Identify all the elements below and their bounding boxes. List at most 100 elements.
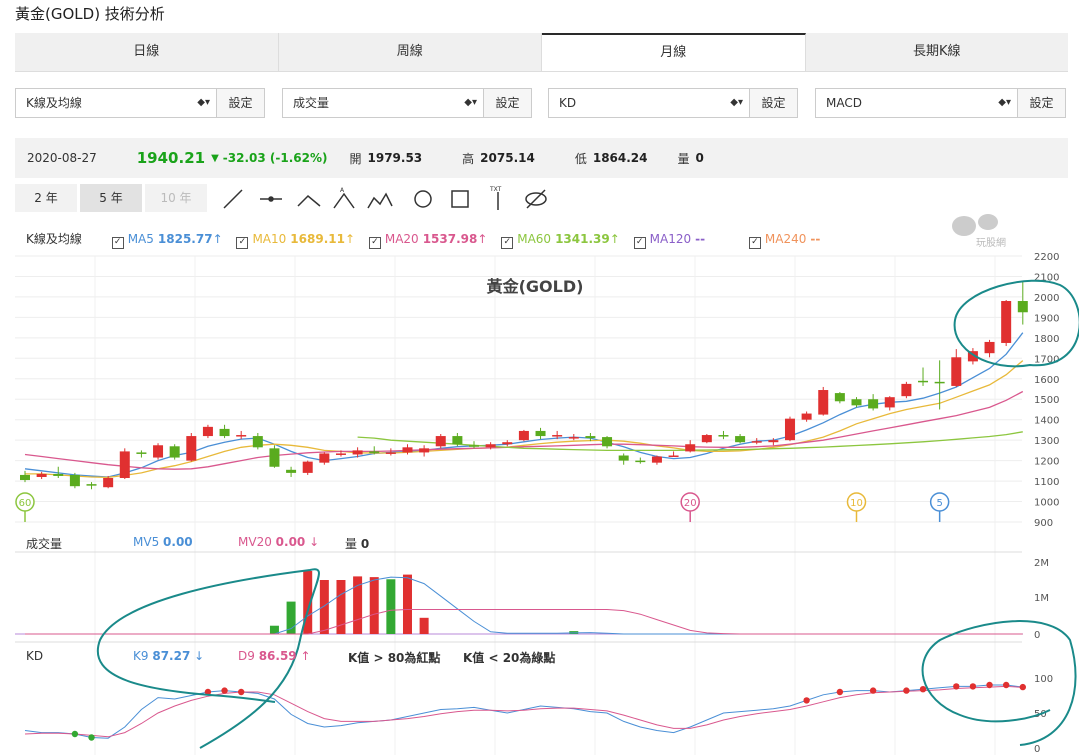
candle-body	[967, 351, 978, 362]
ma10-label: MA10	[252, 232, 287, 246]
hide-icon[interactable]	[525, 189, 547, 209]
candle-body	[651, 456, 662, 463]
indicator-selectors: K線及均線 ◆▾ 設定 成交量 ◆▾ 設定 KD ◆▾ 設定 MACD ◆▾ 設定	[15, 88, 1068, 120]
price-tick-label: 1400	[1034, 416, 1059, 427]
ma60-label: MA60	[517, 232, 552, 246]
price-tick-label: 2200	[1034, 252, 1059, 263]
select-arrow-icon: ◆▾	[464, 97, 477, 108]
kd-tick-label: 100	[1034, 674, 1053, 685]
ma10-checkbox[interactable]: ✓	[236, 237, 249, 249]
kd-red-dot	[803, 697, 810, 704]
line-tool-icon[interactable]	[223, 189, 243, 209]
text-icon[interactable]: TXT	[489, 186, 502, 210]
ma-marker-label: 10	[850, 498, 863, 509]
rectangle-icon[interactable]	[451, 190, 469, 208]
tab-monthly[interactable]: 月線	[542, 33, 806, 71]
tab-daily[interactable]: 日線	[15, 33, 279, 71]
candle-body	[768, 440, 779, 443]
volume-select-value: 成交量	[293, 96, 330, 110]
ma-marker-label: 5	[936, 498, 942, 509]
macd-select[interactable]: MACD ◆▾	[815, 88, 1018, 118]
candle-body	[585, 436, 596, 439]
candle-body	[352, 450, 363, 455]
mv20-arrow: ↓	[309, 535, 320, 549]
kd-green-dot	[71, 730, 79, 738]
annotation-circle-price	[953, 279, 1079, 368]
ma5-checkbox[interactable]: ✓	[111, 237, 124, 249]
macd-settings-button[interactable]: 設定	[1018, 88, 1066, 118]
watermark-text: 玩股網	[976, 238, 1006, 249]
range-10y-button[interactable]: 10 年	[145, 184, 207, 212]
candle-body	[701, 435, 712, 443]
volume-tick-label: 0	[1034, 630, 1040, 641]
candle-body	[751, 441, 762, 443]
candle-body	[934, 381, 945, 384]
timeframe-tabs: 日線 周線 月線 長期K線	[15, 33, 1068, 72]
volume-tick-label: 1M	[1034, 593, 1049, 604]
angle-icon[interactable]	[297, 194, 321, 207]
candle-body	[834, 393, 845, 402]
candle-body	[202, 426, 213, 437]
open-value: 1979.53	[367, 151, 423, 165]
ma120-value: --	[695, 232, 706, 246]
candle-body	[269, 448, 280, 467]
volume-tick-label: 2M	[1034, 558, 1049, 569]
candle-body	[452, 436, 463, 445]
volume-legend-value: 0	[360, 537, 370, 551]
tab-long-term[interactable]: 長期K線	[912, 44, 961, 59]
select-arrow-icon: ◆▾	[197, 97, 210, 108]
ma240-value: --	[810, 232, 821, 246]
circle-icon[interactable]	[414, 190, 432, 208]
ma120-checkbox[interactable]: ✓	[633, 237, 646, 249]
range-2y-button[interactable]: 2 年	[15, 184, 77, 212]
volume-bar	[286, 601, 296, 634]
wave-pattern-icon[interactable]	[367, 192, 393, 209]
candle-body	[518, 430, 529, 441]
abc-pattern-icon[interactable]: A	[333, 187, 355, 209]
ma60-checkbox[interactable]: ✓	[501, 237, 514, 249]
selector-group-kd: KD ◆▾ 設定	[548, 88, 798, 118]
mv5-legend: MV5 0.00	[133, 535, 193, 549]
horizontal-line-icon[interactable]	[260, 196, 282, 202]
kd-red-dot	[237, 688, 245, 696]
kd-red-dot	[919, 686, 927, 693]
main-settings-button[interactable]: 設定	[217, 88, 265, 118]
candle-body	[535, 430, 546, 437]
candle-body	[735, 436, 746, 443]
kd-settings-button[interactable]: 設定	[750, 88, 798, 118]
kd-select[interactable]: KD ◆▾	[548, 88, 750, 118]
price-axis: 2200 2100 2000 1900 1800 1700 1600 1500 1400 1300…	[1034, 252, 1059, 529]
svg-text:TXT: TXT	[489, 186, 502, 193]
candle-body	[236, 435, 247, 437]
volume-bar	[419, 617, 429, 634]
volume-bar	[336, 580, 346, 634]
volume-title: 成交量	[26, 537, 63, 551]
candle-body	[552, 435, 563, 437]
range-5y-button[interactable]: 5 年	[80, 184, 142, 212]
candle-body	[103, 478, 114, 488]
ma-legend: K線及均線 ✓ MA5 1825.77↑ ✓ MA10 1689.11↑ ✓ MA20 15…	[26, 230, 820, 249]
volume-settings-button[interactable]: 設定	[484, 88, 532, 118]
k9-legend: K9 87.27 ↓	[133, 649, 204, 663]
ma-marker-label: 60	[19, 498, 32, 509]
page-title: 黃金(GOLD) 技術分析	[15, 5, 165, 23]
volume-legend: 量 0	[345, 535, 369, 552]
mv20-legend: MV20 0.00 ↓	[238, 535, 319, 549]
kd-red-dot	[836, 688, 844, 696]
ma10-arrow: ↑	[344, 232, 356, 246]
volume-select[interactable]: 成交量 ◆▾	[282, 88, 484, 118]
candle-body	[851, 399, 862, 406]
tab-weekly[interactable]: 周線	[279, 33, 542, 71]
k9-label: K9	[133, 649, 149, 663]
ma10-value: 1689.11	[290, 232, 345, 246]
main-indicator-value: K線及均線	[26, 96, 82, 110]
candle-body	[252, 436, 263, 448]
ma5-label: MA5	[127, 232, 154, 246]
price-tick-label: 1800	[1034, 334, 1059, 345]
kd-tick-label: 0	[1034, 744, 1040, 755]
candle-body	[69, 474, 80, 487]
ma240-checkbox[interactable]: ✓	[748, 237, 761, 249]
candle-body	[602, 437, 613, 447]
ma20-checkbox[interactable]: ✓	[368, 237, 381, 249]
main-indicator-select[interactable]: K線及均線 ◆▾	[15, 88, 217, 118]
